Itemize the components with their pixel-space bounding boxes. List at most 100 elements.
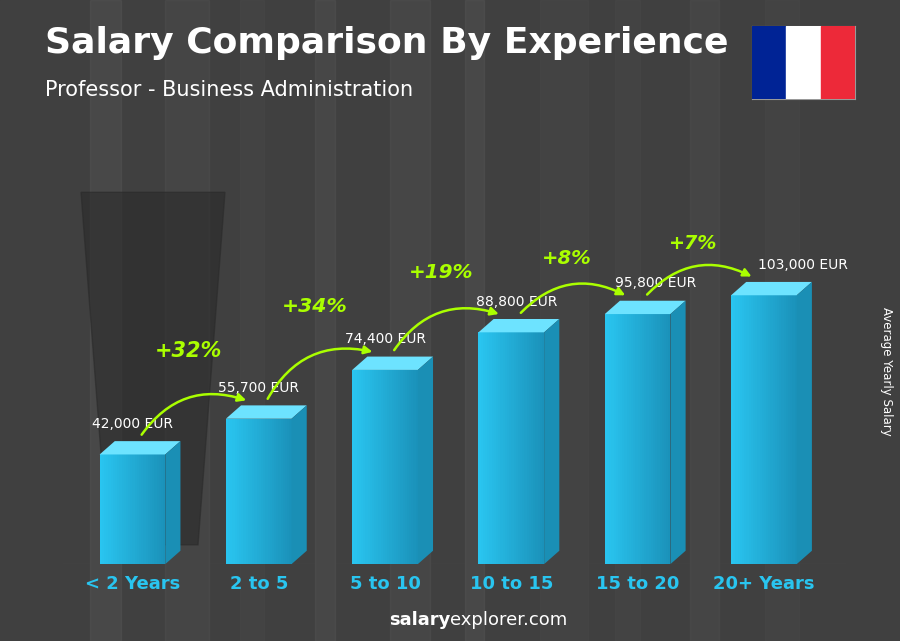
Bar	[781, 296, 784, 564]
Polygon shape	[605, 301, 686, 314]
Bar	[111, 454, 112, 564]
Bar	[518, 332, 520, 564]
Bar	[790, 296, 792, 564]
Text: 55,700 EUR: 55,700 EUR	[219, 381, 300, 395]
Text: Salary Comparison By Experience: Salary Comparison By Experience	[45, 26, 728, 60]
Bar	[152, 454, 155, 564]
Bar	[660, 314, 661, 564]
Bar	[533, 332, 536, 564]
Bar	[500, 332, 502, 564]
Bar	[250, 419, 252, 564]
Bar	[355, 370, 356, 564]
Bar	[611, 314, 614, 564]
Bar	[749, 296, 751, 564]
Bar	[631, 314, 634, 564]
Text: 42,000 EUR: 42,000 EUR	[92, 417, 173, 431]
Bar	[376, 370, 379, 564]
Polygon shape	[670, 301, 686, 564]
Bar	[637, 314, 640, 564]
Bar	[158, 454, 161, 564]
Bar	[635, 314, 637, 564]
Bar	[666, 314, 669, 564]
Bar	[511, 332, 514, 564]
Bar	[240, 0, 264, 641]
Bar	[651, 314, 652, 564]
Bar	[365, 370, 367, 564]
Bar	[379, 370, 381, 564]
Bar	[266, 419, 267, 564]
Bar	[502, 332, 505, 564]
Bar	[744, 296, 746, 564]
Bar	[622, 314, 625, 564]
Bar	[150, 454, 152, 564]
Bar	[163, 454, 166, 564]
Bar	[155, 454, 157, 564]
Bar	[226, 419, 228, 564]
Text: +32%: +32%	[155, 341, 221, 362]
Bar	[522, 332, 525, 564]
Bar	[740, 296, 742, 564]
Bar	[507, 332, 509, 564]
Bar	[243, 419, 246, 564]
Bar	[104, 454, 106, 564]
Bar	[246, 419, 248, 564]
Bar	[752, 26, 786, 99]
Bar	[267, 419, 270, 564]
Bar	[731, 296, 734, 564]
Bar	[609, 314, 611, 564]
Bar	[646, 314, 649, 564]
Polygon shape	[418, 356, 433, 564]
Bar	[382, 370, 385, 564]
Bar	[416, 370, 418, 564]
Bar	[644, 314, 646, 564]
Bar	[607, 314, 609, 564]
Bar	[775, 296, 777, 564]
Bar	[143, 454, 146, 564]
Bar	[542, 332, 544, 564]
Bar	[536, 332, 537, 564]
Bar	[481, 332, 483, 564]
Bar	[766, 296, 769, 564]
Bar	[122, 454, 123, 564]
Bar	[669, 314, 670, 564]
Text: salary: salary	[389, 612, 450, 629]
Bar	[402, 370, 405, 564]
Bar	[285, 419, 287, 564]
Bar	[359, 370, 361, 564]
Bar	[784, 296, 786, 564]
Bar	[618, 314, 620, 564]
Bar	[491, 332, 494, 564]
Bar	[485, 332, 487, 564]
Bar	[274, 419, 276, 564]
Bar	[769, 296, 770, 564]
Polygon shape	[544, 319, 559, 564]
Bar	[139, 454, 141, 564]
Bar	[370, 370, 372, 564]
Bar	[615, 0, 640, 641]
Bar	[361, 370, 363, 564]
Bar	[499, 332, 500, 564]
Bar	[410, 370, 411, 564]
Bar	[120, 454, 122, 564]
Bar	[106, 454, 108, 564]
Bar	[516, 332, 517, 564]
Bar	[531, 332, 533, 564]
Bar	[520, 332, 522, 564]
Bar	[652, 314, 655, 564]
Bar	[494, 332, 496, 564]
Bar	[372, 370, 374, 564]
Bar	[141, 454, 143, 564]
Bar	[315, 0, 335, 641]
Bar	[130, 454, 132, 564]
Polygon shape	[81, 192, 225, 545]
Bar	[662, 314, 664, 564]
Bar	[540, 0, 588, 641]
Bar	[525, 332, 526, 564]
Bar	[252, 419, 255, 564]
Bar	[765, 0, 798, 641]
Bar	[605, 314, 607, 564]
Polygon shape	[226, 405, 307, 419]
Bar	[490, 332, 491, 564]
Bar	[792, 296, 795, 564]
Text: 103,000 EUR: 103,000 EUR	[758, 258, 848, 272]
